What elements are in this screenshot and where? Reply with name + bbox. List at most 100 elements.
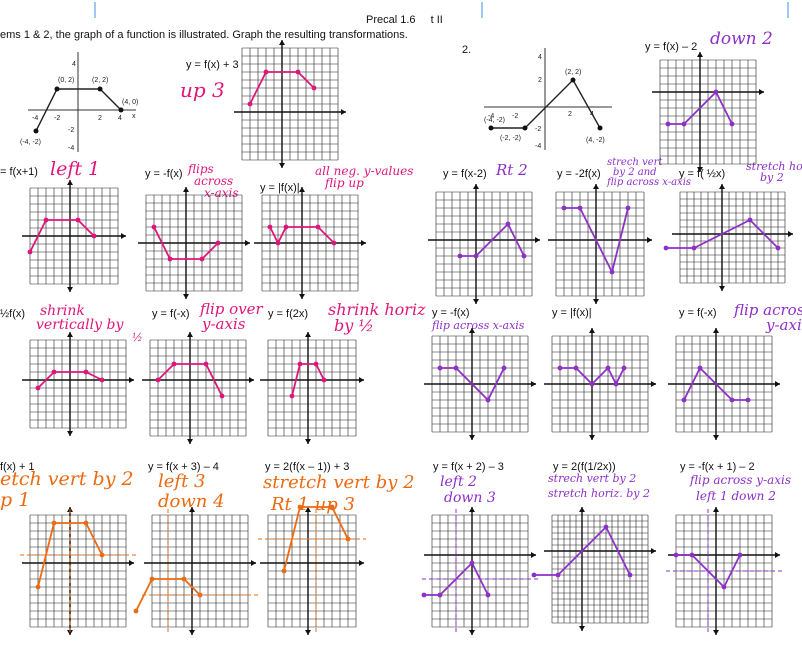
y-axis-arrow	[719, 286, 725, 291]
curve-point	[281, 568, 287, 574]
scan-mark	[94, 2, 96, 18]
y-axis-arrow	[183, 294, 189, 299]
x-axis-arrow	[359, 377, 364, 383]
curve-point	[681, 397, 687, 403]
curve-point	[457, 253, 463, 259]
x-axis-arrow	[121, 233, 126, 239]
curve-point	[149, 576, 155, 582]
point-label: (2, 2)	[92, 77, 108, 84]
x-axis-arrow	[647, 237, 652, 243]
curve-point	[691, 245, 697, 251]
handwritten-note: Rt 2	[496, 161, 528, 179]
equation-label: y = -2f(x)	[557, 168, 601, 180]
curve-point	[219, 393, 225, 399]
curve-point	[171, 361, 177, 367]
tick-label: 2	[98, 115, 102, 122]
y-axis-arrow	[579, 507, 585, 512]
point-label: (-4, -2)	[20, 139, 41, 146]
equation-label: y = f(-x)	[679, 307, 717, 319]
tick-label: -4	[535, 143, 541, 150]
curve-point	[485, 592, 491, 598]
x-axis-arrow	[651, 381, 656, 387]
graph-panel-p2_down2	[652, 52, 764, 172]
curve-point	[609, 269, 615, 275]
curve-point	[297, 361, 303, 367]
tick-label: -4	[68, 145, 74, 152]
curve-point	[181, 576, 187, 582]
equation-label: y = 2(f(x – 1)) + 3	[265, 461, 350, 473]
grid-lines	[151, 514, 249, 628]
tick-label: -2	[512, 113, 518, 120]
handwritten-note: strech vert by 2 stretch horiz. by 2	[548, 472, 651, 500]
handwritten-note: left 3 down 4	[158, 471, 225, 512]
x-axis-arrow	[361, 240, 366, 246]
graph-panel-p1_up3	[234, 40, 346, 168]
curve-point	[315, 224, 321, 230]
point-label: (-4, -2)	[484, 117, 505, 124]
curve-point	[663, 245, 669, 251]
grid-lines	[149, 339, 247, 437]
y-axis-arrow	[589, 328, 595, 333]
grid-lines	[551, 514, 649, 624]
curve-point	[247, 101, 253, 107]
curve-point	[295, 69, 301, 75]
curve-point	[721, 584, 727, 590]
equation-label: y = -f(x)	[432, 307, 470, 319]
y-axis-arrow	[469, 435, 475, 440]
curve-point	[505, 221, 511, 227]
graph-panel-p2_negfx1m2	[666, 507, 782, 635]
handwritten-note: stretch hori by 2	[746, 160, 802, 184]
curve-point	[589, 381, 595, 387]
tick-label: -2	[68, 127, 74, 134]
curve-point	[283, 224, 289, 230]
handwritten-note: etch vert by 2 p 1	[0, 468, 134, 511]
curve-point	[289, 393, 295, 399]
y-axis-arrow	[187, 439, 193, 444]
x-axis-arrow	[531, 552, 536, 558]
y-axis-arrow	[713, 630, 719, 635]
curve-point	[745, 397, 751, 403]
tick-label: 4	[118, 115, 122, 122]
y-axis-arrow	[697, 167, 703, 172]
x-axis-arrow	[249, 377, 254, 383]
curve-point	[573, 365, 579, 371]
handwritten-note: flip across y-axis left 1 down 2	[690, 473, 792, 503]
curve-point	[521, 253, 527, 259]
curve-point	[27, 249, 33, 255]
grid-lines	[261, 194, 359, 292]
transformed-curve	[560, 367, 625, 385]
equation-label: = f(x+1)	[0, 166, 38, 178]
graph-panel-p2_neg2f	[548, 184, 652, 304]
curve-point	[697, 365, 703, 371]
curve-point	[267, 224, 273, 230]
grid-lines	[431, 514, 529, 628]
transformed-curve	[153, 226, 219, 260]
curve-point	[329, 504, 335, 510]
y-axis-arrow	[579, 626, 585, 631]
curve-point	[311, 85, 317, 91]
y-axis-arrow	[469, 328, 475, 333]
curve-point	[605, 365, 611, 371]
x-axis-arrow	[129, 560, 134, 566]
curve-point	[313, 361, 319, 367]
y-axis-arrow	[189, 630, 195, 635]
tick-label: 4	[538, 54, 542, 61]
transformed-curve	[668, 91, 733, 125]
transformed-curve	[564, 207, 629, 273]
y-axis-arrow	[713, 328, 719, 333]
curve-point	[297, 504, 303, 510]
equation-label: y = -f(x + 1) – 2	[680, 461, 755, 473]
y-axis-arrow	[189, 507, 195, 512]
y-axis-arrow	[187, 332, 193, 337]
graph-panel-p1_f2x	[260, 332, 364, 444]
x-axis-arrow	[759, 89, 764, 95]
curve-point	[473, 253, 479, 259]
transformed-curve	[29, 219, 95, 253]
curve-point	[555, 572, 561, 578]
y-axis-arrow	[713, 507, 719, 512]
x-axis-arrow	[535, 237, 540, 243]
transformed-curve	[157, 363, 223, 397]
grid-lines	[659, 59, 757, 165]
curve-point	[531, 572, 537, 578]
